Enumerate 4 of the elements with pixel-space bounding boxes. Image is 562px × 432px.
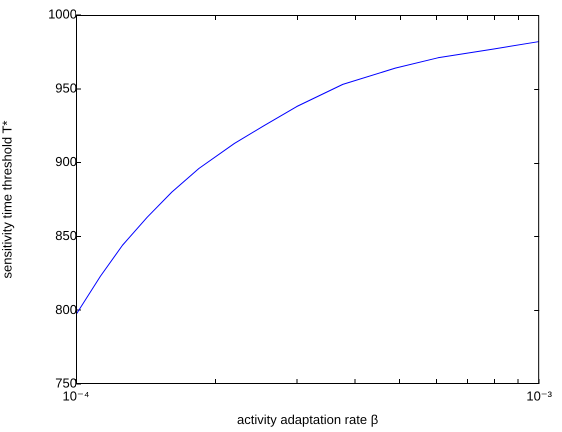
y-axis-title: sensitivity time threshold T*	[0, 120, 14, 278]
x-tick-label: 10⁻⁴	[62, 388, 90, 404]
x-tick-label: 10⁻³	[526, 388, 553, 404]
x-axis-title: activity adaptation rate β	[237, 412, 378, 427]
